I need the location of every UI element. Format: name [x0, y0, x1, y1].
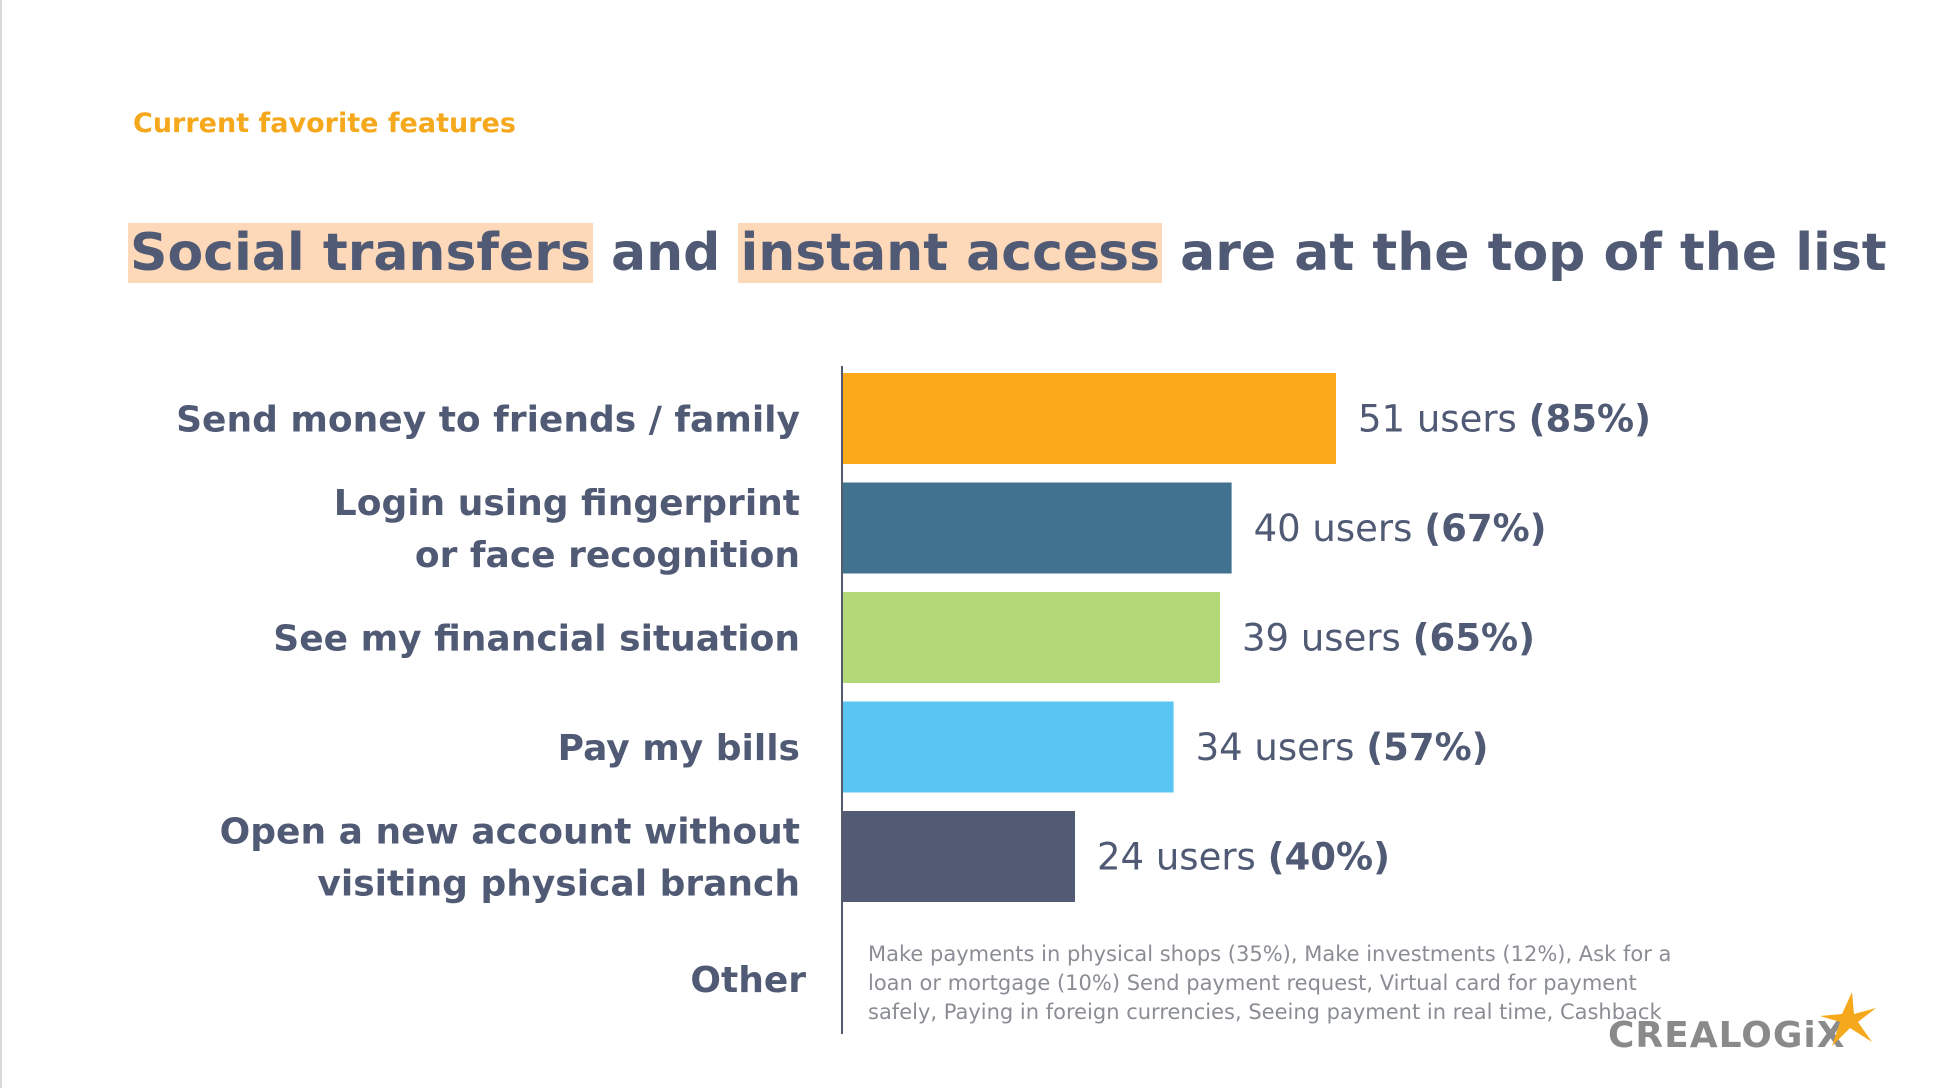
- other-note: Make payments in physical shops (35%), M…: [868, 942, 1672, 1024]
- bar-3: [843, 592, 1220, 683]
- data-label-4: 34 users (57%): [1196, 726, 1489, 769]
- data-label-users-2: 40 users: [1254, 507, 1425, 550]
- headline: Social transfers and instant access are …: [128, 214, 1887, 292]
- data-label-pct-1: (85%): [1529, 398, 1651, 441]
- bar-5: [843, 811, 1075, 902]
- data-label-pct-5: (40%): [1268, 836, 1390, 879]
- category-label-1: Send money to friends / family: [176, 400, 800, 441]
- category-label-4-line-1: Pay my bills: [558, 728, 800, 769]
- category-label-2: Login using fingerprint or face recogniti…: [334, 483, 800, 576]
- section-eyebrow: Current favorite features: [133, 108, 516, 139]
- data-label-pct-4: (57%): [1366, 726, 1488, 769]
- data-label-pct-2: (67%): [1424, 507, 1546, 550]
- data-label-pct-3: (65%): [1413, 617, 1535, 660]
- crealogix-logo: CREALOGiX: [1608, 990, 1878, 1060]
- category-label-5-line-1: Open a new account without: [220, 812, 800, 853]
- headline-text-rest: are at the top of the list: [1162, 223, 1887, 283]
- bar-1: [843, 373, 1336, 464]
- category-label-2-line-1: Login using fingerprint: [334, 483, 800, 524]
- bar-2: [843, 482, 1232, 574]
- category-label-5-line-2: visiting physical branch: [317, 864, 800, 905]
- data-label-3: 39 users (65%): [1242, 617, 1535, 660]
- category-label-3: See my financial situation: [273, 619, 800, 660]
- logo-text: CREALOGiX: [1608, 1015, 1846, 1056]
- data-label-users-1: 51 users: [1358, 398, 1529, 441]
- category-label-5: Open a new account without visiting physi…: [220, 812, 800, 905]
- data-label-users-5: 24 users: [1097, 836, 1268, 879]
- data-label-users-4: 34 users: [1196, 726, 1367, 769]
- data-label-2: 40 users (67%): [1254, 507, 1547, 550]
- left-edge-rule: [0, 0, 2, 1088]
- data-label-1: 51 users (85%): [1358, 398, 1651, 441]
- category-label-3-line-1: See my financial situation: [273, 619, 800, 660]
- category-label-2-line-2: or face recognition: [415, 535, 800, 576]
- headline-highlight-instant-access: instant access: [738, 223, 1163, 283]
- category-label-4: Pay my bills: [558, 728, 800, 769]
- star-icon: [1820, 992, 1876, 1046]
- data-label-5: 24 users (40%): [1097, 836, 1390, 879]
- category-label-1-line-1: Send money to friends / family: [176, 400, 800, 441]
- bar-4: [843, 701, 1174, 793]
- data-label-users-3: 39 users: [1242, 617, 1413, 660]
- other-label: Other: [690, 960, 806, 1001]
- headline-text-and: and: [592, 223, 739, 283]
- headline-highlight-social-transfers: Social transfers: [128, 223, 593, 283]
